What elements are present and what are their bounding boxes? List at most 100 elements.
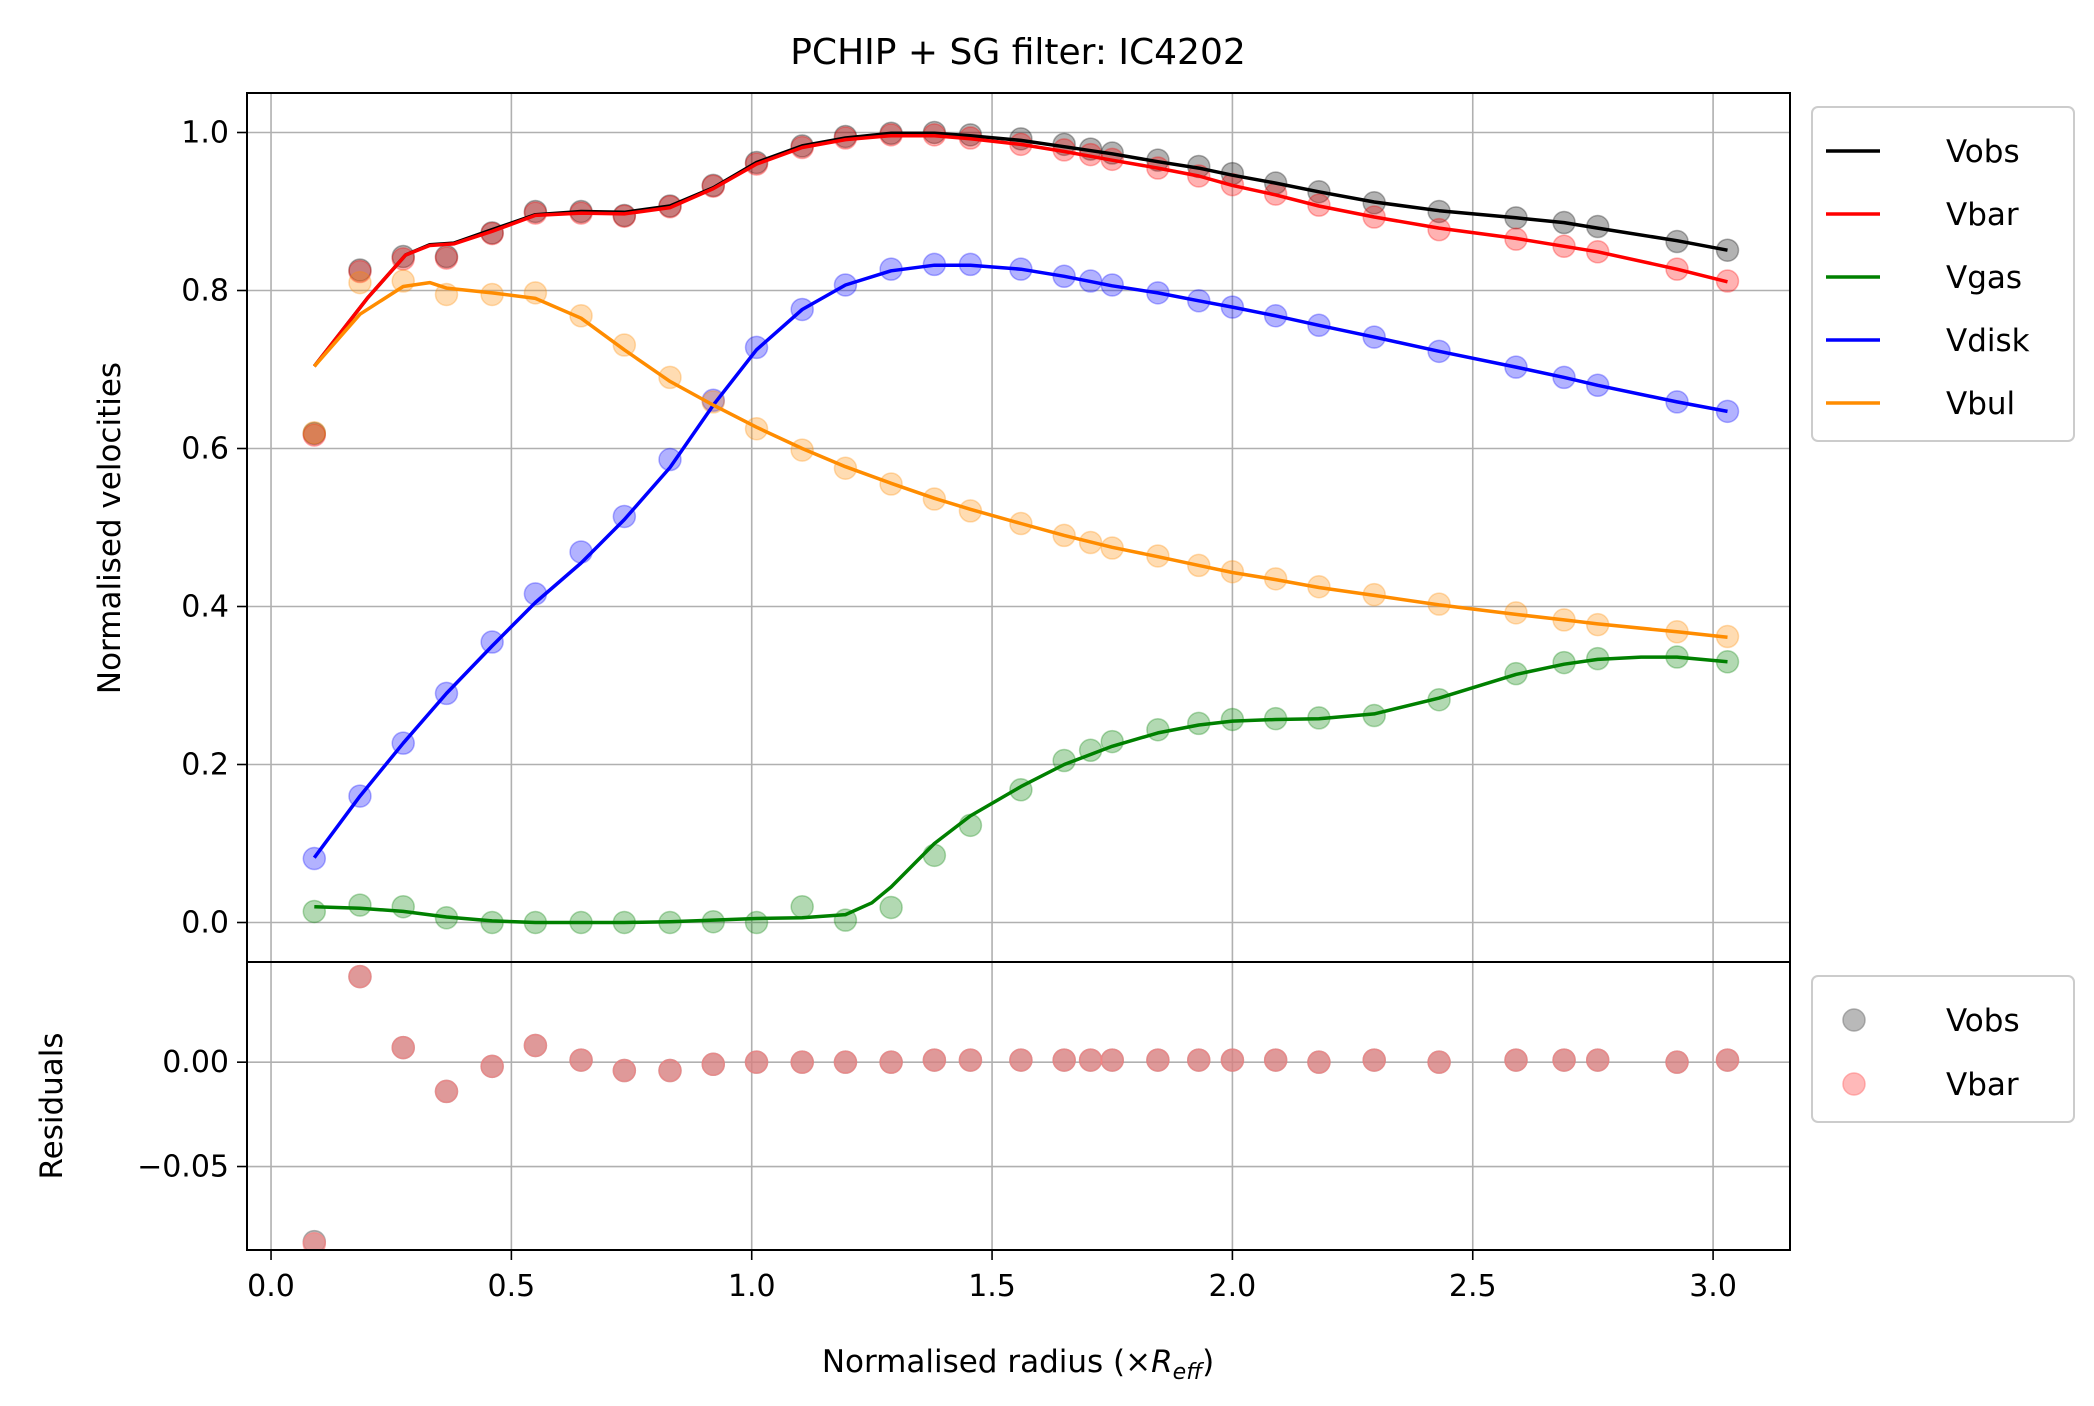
vbar-residual-point	[1552, 1048, 1576, 1072]
x-tick-label: 1.0	[728, 1269, 776, 1304]
vbar-residual-point	[879, 1050, 903, 1074]
legend-top-frame	[1811, 106, 2075, 442]
y-axis-label-top: Normalised velocities	[92, 362, 128, 694]
vgas-curve	[314, 655, 1728, 925]
bottom-axes: 0.00 −0.05	[137, 961, 1791, 1251]
legend-bottom: Vobs Vbar	[1811, 975, 2075, 1123]
x-tick-label: 2.0	[1209, 1269, 1257, 1304]
vbar-point	[348, 259, 372, 284]
top-y-tick-label: 0.4	[181, 590, 229, 625]
vdisk-curve	[312, 263, 1728, 859]
chart-title: PCHIP + SG filter: IC4202	[790, 32, 1246, 73]
top-y-tick-label: 0.8	[181, 274, 229, 309]
vgas-point	[744, 910, 769, 935]
vgas-point	[391, 894, 415, 919]
legend-vdisk-label: Vdisk	[1946, 323, 2030, 359]
vbul-point	[612, 333, 637, 357]
vdisk-point	[658, 447, 682, 472]
x-tick-label: 3.0	[1689, 1269, 1737, 1304]
vbar-residual-point	[348, 964, 372, 989]
vdisk-point	[569, 540, 593, 564]
top-y-tick-label: 0.0	[181, 906, 229, 941]
x-axis-label: Normalised radius (×Reff)	[822, 1344, 1214, 1385]
vbar-residual-point	[1187, 1048, 1211, 1072]
top-grid	[247, 93, 1790, 962]
vobs-point	[348, 258, 372, 282]
legend-residual-vbar-marker	[1842, 1072, 1866, 1096]
vbar-residual-point	[1715, 1048, 1740, 1072]
top-y-tick-label: 0.6	[181, 432, 229, 467]
vbar-residual-point	[658, 1058, 682, 1083]
vbul-point	[348, 270, 372, 295]
vbar-point	[612, 204, 637, 228]
vbar-point	[434, 246, 459, 270]
bottom-y-ticks: 0.00 −0.05	[137, 1045, 247, 1185]
vbar-residual-point	[922, 1048, 947, 1072]
legend-vgas-label: Vgas	[1946, 260, 2022, 296]
vbar-residual-point	[480, 1054, 504, 1079]
vbul-point	[391, 269, 415, 293]
legend-vbul-label: Vbul	[1946, 386, 2015, 422]
bottom-axes-frame	[246, 961, 1791, 1251]
legend-top: Vobs Vbar Vgas Vdisk Vbul	[1811, 106, 2075, 442]
vgas-point	[790, 894, 814, 919]
top-y-tick-label: 1.0	[181, 116, 229, 151]
top-axes: 0.0 0.2 0.4 0.6 0.8 1.0	[181, 92, 1791, 963]
vbar-residual-point	[1052, 1048, 1076, 1072]
legend-residual-vobs-label: Vobs	[1946, 1003, 2020, 1039]
vbar-residual-point	[1263, 1048, 1288, 1072]
vbar-residual-point	[1009, 1048, 1033, 1072]
vbar-residual-point	[391, 1035, 415, 1060]
residual-series	[302, 964, 1740, 1250]
vbar-residual-point	[612, 1058, 637, 1083]
vbar-residual-point	[1100, 1048, 1124, 1072]
vbar-curve	[312, 133, 1728, 368]
vbar-residual-point	[790, 1050, 814, 1074]
vgas-point	[922, 843, 947, 868]
vdisk-point	[1715, 399, 1740, 424]
vbar-residual-point	[1146, 1048, 1170, 1072]
bottom-y-tick-label: −0.05	[137, 1150, 229, 1185]
vbar-residual-point	[958, 1048, 983, 1072]
x-tick-label: 0.5	[488, 1269, 536, 1304]
top-series	[302, 120, 1740, 935]
vgas-point	[348, 893, 372, 917]
vdisk-point	[744, 335, 769, 360]
vobs-point	[302, 421, 327, 446]
legend-vobs-label: Vobs	[1946, 134, 2020, 170]
x-ticks: 0.0 0.5 1.0 1.5 2.0 2.5 3.0	[247, 1250, 1737, 1304]
vbar-residual-point	[1665, 1050, 1689, 1074]
vbar-point	[302, 423, 327, 447]
vgas-point	[879, 895, 903, 920]
vbar-residual-point	[1362, 1048, 1386, 1072]
top-y-tick-label: 0.2	[181, 748, 229, 783]
vbar-residual-point	[569, 1048, 593, 1072]
legend-residual-vobs-marker	[1842, 1008, 1866, 1032]
bottom-grid	[247, 962, 1790, 1250]
vdisk-point	[302, 846, 327, 871]
vbar-residual-point	[1585, 1048, 1610, 1072]
vbar-residual-point	[1220, 1048, 1245, 1072]
legend-bottom-frame	[1811, 975, 2075, 1123]
vbar-residual-point	[523, 1033, 548, 1058]
vbar-residual-point	[1078, 1048, 1103, 1072]
x-tick-label: 0.0	[247, 1269, 295, 1304]
top-y-ticks: 0.0 0.2 0.4 0.6 0.8 1.0	[181, 116, 247, 941]
x-tick-label: 1.5	[968, 1269, 1016, 1304]
x-tick-label: 2.5	[1449, 1269, 1497, 1304]
vobs-point	[1715, 238, 1740, 262]
bottom-y-tick-label: 0.00	[162, 1045, 229, 1080]
vbar-residual-point	[1504, 1048, 1528, 1072]
vbul-curve	[312, 280, 1728, 640]
vbar-residual-point	[701, 1052, 726, 1077]
vbar-residual-point	[302, 1231, 327, 1250]
y-axis-label-bottom: Residuals	[34, 1032, 70, 1179]
vbar-residual-point	[1427, 1050, 1451, 1074]
vdisk-point	[480, 630, 504, 654]
vbul-point	[302, 420, 327, 445]
vbar-residual-point	[1307, 1050, 1331, 1074]
vgas-point	[302, 899, 327, 924]
vbar-residual-point	[744, 1050, 769, 1074]
vbar-residual-point	[434, 1079, 459, 1104]
